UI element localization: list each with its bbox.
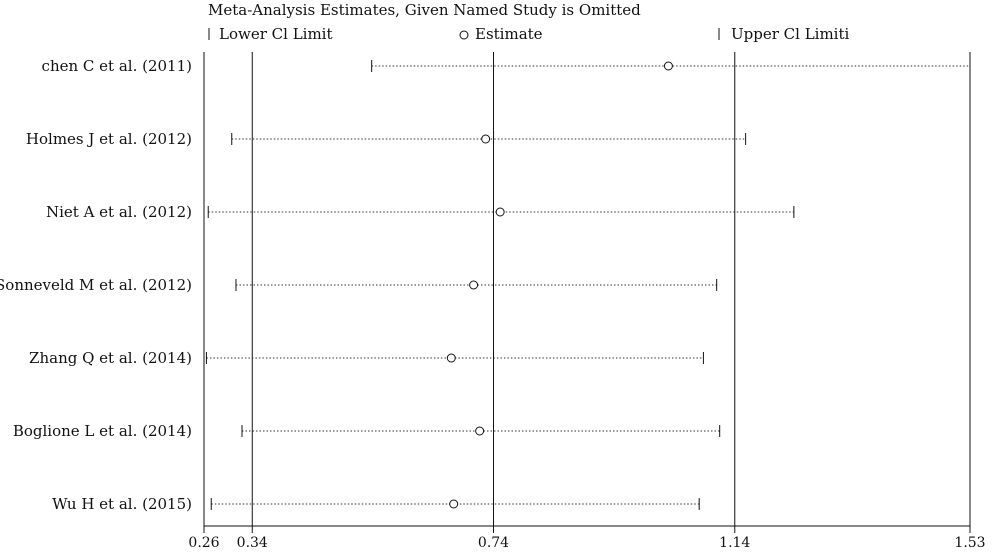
study-row: Boglione L et al. (2014) [13, 422, 721, 440]
reference-lines [203, 52, 971, 526]
estimate-marker [469, 280, 479, 290]
study-row: Zhang Q et al. (2014) [29, 349, 704, 367]
x-axis: 0.26 0.34 0.74 1.14 1.53 [188, 525, 986, 551]
legend-estimate-label: Estimate [475, 25, 543, 43]
study-row: Niet A et al. (2012) [46, 203, 795, 221]
legend-upper-label: Upper Cl Limiti [731, 25, 850, 43]
x-tick-label: 1.53 [954, 535, 985, 551]
study-label: Boglione L et al. (2014) [13, 422, 192, 440]
estimate-marker [446, 353, 456, 363]
estimate-marker [663, 61, 673, 71]
x-tick-label: 1.14 [719, 535, 750, 551]
estimate-marker [449, 499, 459, 509]
x-ticks: 0.26 0.34 0.74 1.14 1.53 [188, 526, 986, 551]
estimate-marker [481, 134, 491, 144]
study-row: Wu H et al. (2015) [52, 495, 700, 513]
study-rows: chen C et al. (2011) Holmes J et al. (201… [0, 57, 971, 513]
estimate-marker [475, 426, 485, 436]
chart-title: Meta-Analysis Estimates, Given Named Stu… [208, 1, 641, 19]
study-row: Sonneveld M et al. (2012) [0, 276, 718, 294]
x-tick-label: 0.34 [237, 535, 268, 551]
legend: Lower Cl Limit Estimate Upper Cl Limiti [208, 25, 850, 43]
x-tick-label: 0.74 [478, 535, 509, 551]
study-row: chen C et al. (2011) [42, 57, 971, 75]
study-label: Wu H et al. (2015) [52, 495, 192, 513]
legend-estimate-marker [459, 30, 469, 40]
study-row: Holmes J et al. (2012) [26, 130, 747, 148]
study-label: Niet A et al. (2012) [46, 203, 192, 221]
study-label: Sonneveld M et al. (2012) [0, 276, 192, 294]
x-tick-label: 0.26 [188, 535, 219, 551]
legend-lower-label: Lower Cl Limit [219, 25, 333, 43]
study-label: Zhang Q et al. (2014) [29, 349, 192, 367]
estimate-marker [495, 207, 505, 217]
study-label: chen C et al. (2011) [42, 57, 192, 75]
study-label: Holmes J et al. (2012) [26, 130, 192, 148]
